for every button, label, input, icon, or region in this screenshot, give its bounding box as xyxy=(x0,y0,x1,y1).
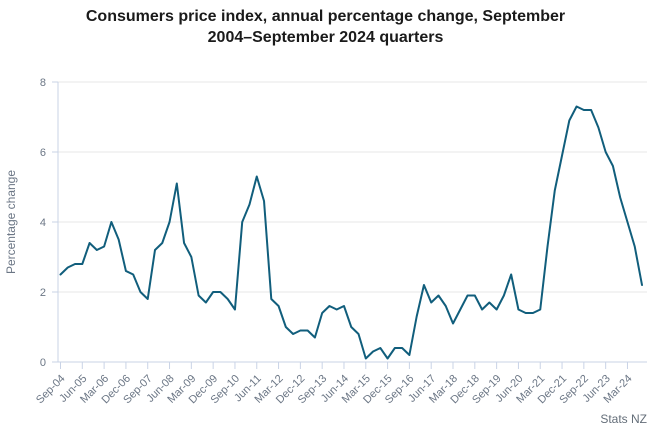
y-tick-label: 6 xyxy=(40,147,46,159)
gridlines xyxy=(58,81,647,293)
y-tick-label: 0 xyxy=(40,357,46,369)
y-axis-title: Percentage change xyxy=(4,170,18,274)
y-tick-label: 2 xyxy=(40,287,46,299)
y-tick-label: 4 xyxy=(40,217,46,229)
cpi-line-chart: 0 2 4 6 8 Sep-04Jun-05Mar-06Dec-06Sep-07Jun-… xyxy=(4,77,647,406)
y-axis-ticks: 0 2 4 6 8 xyxy=(40,77,58,369)
x-axis-ticks: Sep-04Jun-05Mar-06Dec-06Sep-07Jun-08Mar-… xyxy=(34,362,635,406)
source-attribution: Stats NZ xyxy=(600,412,647,426)
cpi-series-line xyxy=(59,105,643,360)
chart-title-line2: 2004–September 2024 quarters xyxy=(207,29,444,46)
y-tick-label: 8 xyxy=(40,77,46,89)
chart-title: Consumers price index, annual percentage… xyxy=(0,6,651,48)
chart-title-line1: Consumers price index, annual percentage… xyxy=(85,8,566,25)
